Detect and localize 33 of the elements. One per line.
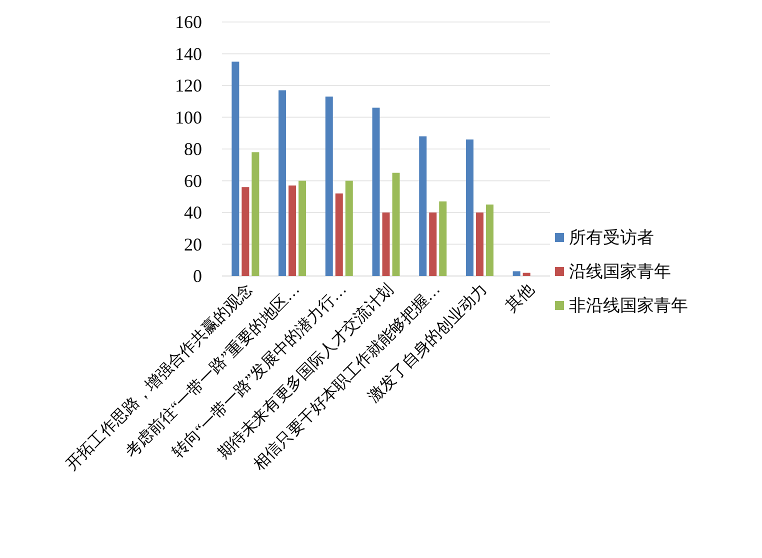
- bar: [382, 212, 390, 276]
- bar: [252, 152, 260, 276]
- y-tick-label: 0: [193, 266, 202, 286]
- y-tick-label: 140: [175, 44, 202, 64]
- y-tick-label: 40: [184, 202, 202, 222]
- legend-label: 非沿线国家青年: [569, 296, 688, 315]
- bar: [486, 204, 494, 276]
- y-tick-label: 80: [184, 139, 202, 159]
- y-tick-label: 20: [184, 234, 202, 254]
- bar: [335, 193, 343, 276]
- bar: [372, 108, 380, 276]
- bar: [476, 212, 484, 276]
- bar: [345, 180, 353, 276]
- y-tick-label: 100: [175, 107, 202, 128]
- bar: [429, 212, 437, 276]
- bar: [298, 180, 306, 276]
- y-tick-label: 120: [175, 76, 202, 96]
- bar: [439, 201, 447, 276]
- y-tick-label: 60: [184, 170, 202, 191]
- bar: [512, 271, 520, 276]
- bar: [288, 186, 296, 276]
- bar: [522, 272, 530, 276]
- bar: [325, 96, 333, 276]
- legend-label: 所有受访者: [569, 228, 654, 247]
- bar: [242, 187, 250, 276]
- bar: [232, 62, 240, 276]
- x-tick-label: 其他: [502, 280, 538, 316]
- bar: [419, 136, 427, 276]
- legend-label: 沿线国家青年: [569, 262, 671, 281]
- bar: [278, 90, 286, 276]
- y-tick-label: 160: [175, 12, 202, 32]
- bar: [392, 172, 400, 276]
- bar: [466, 139, 474, 276]
